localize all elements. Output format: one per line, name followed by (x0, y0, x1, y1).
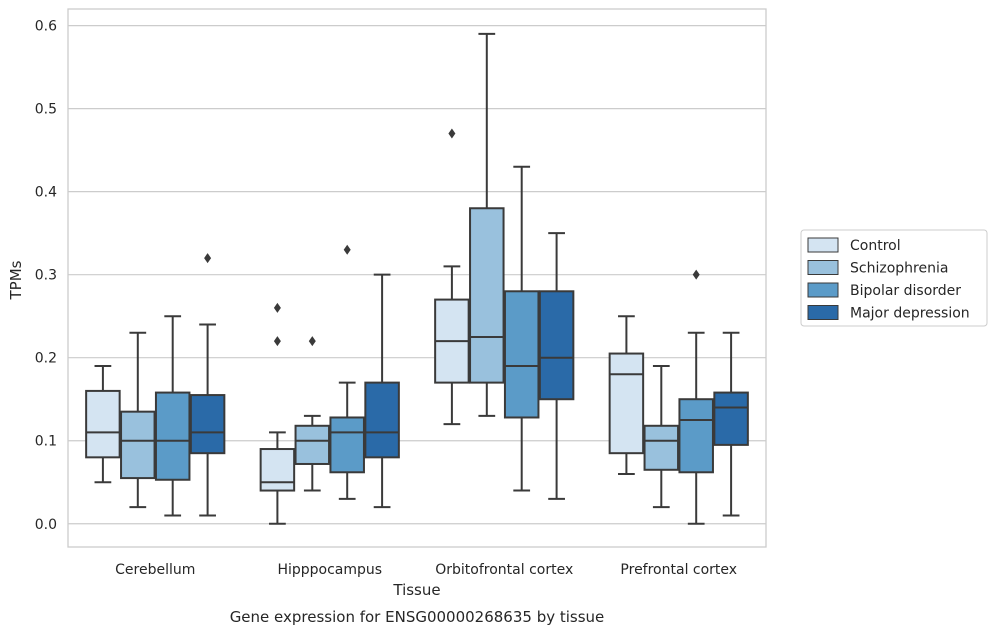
box-plot (678, 269, 714, 525)
box-iqr (608, 352, 645, 455)
outlier-marker (692, 269, 700, 280)
legend: Control Schizophrenia Bipolar disorder Majo… (800, 229, 988, 327)
box-plot (259, 302, 296, 525)
y-tick-label: 0.5 (35, 102, 57, 118)
x-tick-label: Cerebellum (115, 562, 195, 578)
legend-swatch (807, 260, 839, 275)
box-iqr (503, 290, 540, 419)
outlier-marker (343, 244, 351, 255)
legend-swatch (807, 282, 839, 298)
box-plot (154, 315, 191, 517)
y-tick-label: 0.0 (35, 517, 57, 533)
box-plot (608, 315, 645, 475)
box-plot (434, 128, 470, 426)
chart-caption: Gene expression for ENSG00000268635 by t… (230, 608, 605, 626)
legend-item: Major depression (807, 305, 970, 322)
box-iqr (259, 448, 296, 492)
box-iqr (154, 391, 191, 481)
box-plot (329, 244, 365, 500)
outlier-marker (273, 302, 281, 313)
box-plot (503, 165, 540, 492)
box-plot (538, 232, 575, 500)
legend-label: Schizophrenia (850, 261, 948, 277)
box-plot (189, 253, 226, 517)
box-plot (364, 273, 400, 509)
boxes-layer (85, 32, 749, 525)
y-axis-label: TPMs (7, 260, 25, 300)
box-iqr (364, 381, 400, 459)
x-tick-label: Hipppocampus (277, 562, 382, 578)
box-plot (85, 365, 121, 484)
box-plot (120, 331, 156, 509)
box-plot (713, 331, 749, 517)
box-iqr (643, 424, 680, 471)
box-iqr (189, 394, 226, 455)
box-plot (294, 336, 331, 492)
y-tick-label: 0.2 (35, 351, 57, 367)
y-tick-label: 0.4 (35, 185, 57, 201)
outlier-marker (448, 128, 456, 139)
x-tick-label: Orbitofrontal cortex (435, 562, 573, 578)
legend-swatch (807, 237, 839, 253)
box-iqr (678, 398, 714, 474)
y-tick-label: 0.6 (35, 19, 57, 35)
box-plot (643, 365, 680, 509)
box-iqr (294, 424, 331, 465)
legend-frame (800, 229, 988, 327)
x-tick-label: Prefrontal cortex (620, 562, 737, 578)
box-iqr (469, 207, 505, 384)
outlier-marker (204, 253, 212, 264)
y-tick-label: 0.3 (35, 268, 57, 284)
y-axis-ticks: 0.0 0.1 0.2 0.3 0.4 0.5 0.6 (35, 19, 57, 533)
x-axis-ticks: Cerebellum Hipppocampus Orbitofrontal cort… (115, 562, 737, 578)
box-iqr (120, 410, 156, 480)
box-iqr (329, 416, 365, 474)
legend-label: Bipolar disorder (850, 283, 961, 299)
legend-label: Control (850, 238, 901, 254)
plot-area-frame (67, 8, 767, 548)
box-plot (469, 32, 505, 417)
legend-swatch (807, 305, 839, 320)
outlier-marker (308, 336, 316, 347)
box-iqr (713, 391, 749, 446)
y-tick-label: 0.1 (35, 434, 57, 450)
legend-item: Control (807, 237, 901, 254)
legend-item: Schizophrenia (807, 260, 948, 277)
x-axis-label: Tissue (392, 581, 440, 599)
box-iqr (538, 290, 575, 401)
outlier-marker (273, 336, 281, 347)
box-iqr (85, 389, 121, 459)
legend-label: Major depression (850, 306, 970, 322)
legend-item: Bipolar disorder (807, 282, 961, 299)
